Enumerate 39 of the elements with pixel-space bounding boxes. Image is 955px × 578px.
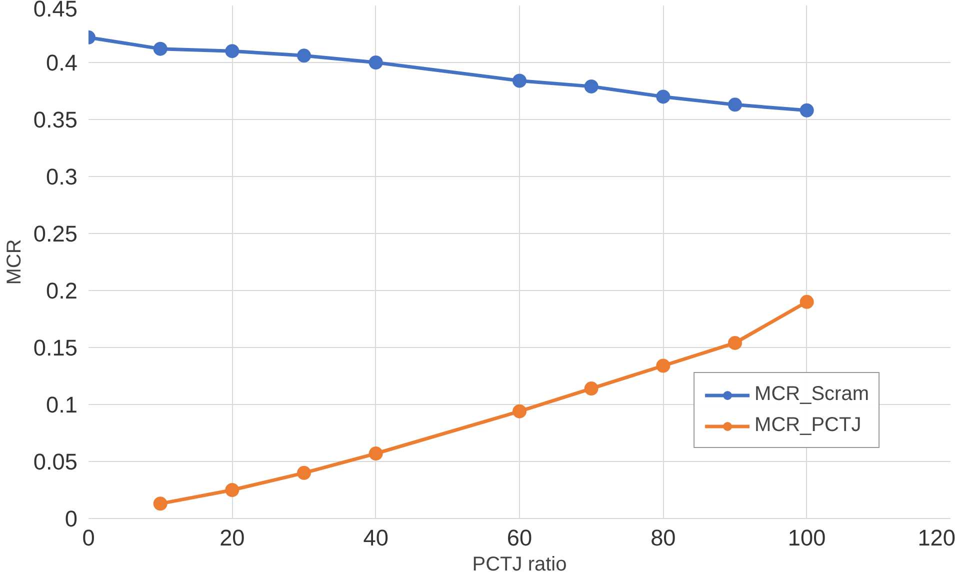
y-tick-label: 0.15 [33,334,78,360]
point [656,358,670,373]
y-tick-label: 0.35 [33,106,78,132]
y-tick-label: 0.45 [33,0,78,22]
point [368,446,383,461]
point [225,44,240,58]
point [584,79,598,94]
y-tick-label: 0.05 [33,448,78,474]
point [656,90,670,104]
point [297,466,311,480]
x-tick-label: 0 [82,524,95,550]
x-tick-label: 80 [650,524,676,550]
y-tick-label: 0.3 [46,164,78,190]
y-tick-label: 0.4 [46,50,78,76]
point [153,42,168,56]
legend-label: MCR_Scram [754,383,869,406]
x-axis-title: PCTJ ratio [472,554,567,576]
point [512,74,526,88]
legend-label: MCR_PCTJ [754,414,862,437]
x-tick-label: 40 [363,524,388,550]
x-tick-label: 60 [506,524,532,550]
point [225,483,240,497]
point [728,98,742,112]
point [584,382,598,396]
point [800,103,814,118]
point [153,496,168,511]
x-tick-label: 120 [918,524,955,550]
y-axis-title: MCR [3,239,26,285]
point [512,404,526,418]
point [800,294,814,309]
point [728,336,742,350]
point [297,48,311,63]
x-tick-label: 20 [220,524,245,550]
y-tick-label: 0.2 [46,278,78,304]
y-tick-label: 0.25 [33,220,78,246]
y-tick-label: 0.1 [46,392,78,418]
point [368,56,383,70]
x-tick-label: 100 [788,524,826,550]
y-tick-label: 0 [64,506,78,532]
